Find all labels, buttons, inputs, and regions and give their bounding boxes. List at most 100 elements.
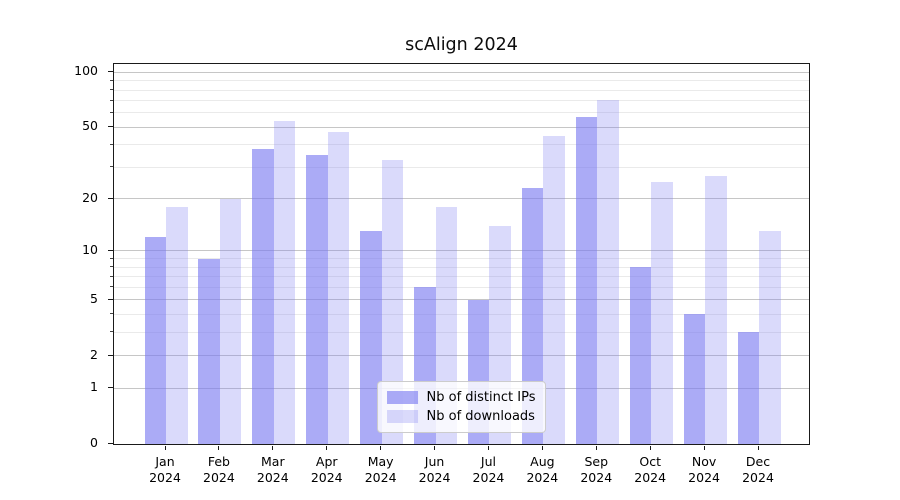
gridline-minor xyxy=(114,276,809,278)
gridline-major xyxy=(114,299,809,301)
bar-distinct-ips-oct xyxy=(629,267,652,444)
y-axis-major-tick xyxy=(108,443,113,444)
bar-distinct-ips-apr xyxy=(306,155,328,444)
x-axis-tick-label: May 2024 xyxy=(364,454,397,485)
gridline-major xyxy=(114,250,809,252)
y-axis-major-tick xyxy=(108,387,113,389)
bar-distinct-ips-dec xyxy=(737,332,759,444)
y-axis-tick-label: 5 xyxy=(90,290,98,306)
legend-entry-distinct-ips: Nb of distinct IPs xyxy=(386,388,536,407)
y-axis-major-tick xyxy=(108,249,113,251)
y-axis-minor-tick xyxy=(110,257,113,259)
y-axis-tick-label: 0 xyxy=(90,435,98,450)
gridline-minor xyxy=(114,286,809,288)
gridline-minor xyxy=(114,80,809,82)
x-axis: Jan 2024 Feb 2024 Mar 2024 Apr 2024 May 2024 Jun 20… xyxy=(113,445,810,495)
gridline-major xyxy=(114,71,809,73)
gridline-minor xyxy=(114,166,809,168)
legend-label-distinct-ips: Nb of distinct IPs xyxy=(426,390,536,405)
bar-downloads-nov xyxy=(705,175,727,444)
legend-label-downloads: Nb of downloads xyxy=(426,409,535,424)
bar-downloads-apr xyxy=(327,132,350,444)
legend-entry-downloads: Nb of downloads xyxy=(386,407,536,426)
gridline-minor xyxy=(114,266,809,268)
y-axis-tick-label: 50 xyxy=(82,118,98,134)
y-axis-minor-tick xyxy=(110,266,113,268)
y-axis-tick-label: 10 xyxy=(82,241,98,257)
x-axis-tick xyxy=(595,446,597,450)
gridline-minor xyxy=(114,144,809,146)
bar-downloads-feb xyxy=(219,198,242,444)
gridlines-layer xyxy=(114,64,809,444)
gridline-minor xyxy=(114,112,809,114)
x-axis-tick-label: Apr 2024 xyxy=(310,454,343,485)
bar-downloads-aug xyxy=(543,135,565,444)
y-axis-minor-tick xyxy=(110,286,113,288)
x-axis-tick xyxy=(487,446,489,450)
y-axis-minor-tick xyxy=(110,99,113,101)
x-axis-tick xyxy=(434,446,436,450)
y-axis-major-tick xyxy=(108,298,113,300)
gridline-minor xyxy=(114,258,809,260)
y-axis-minor-tick xyxy=(110,275,113,277)
legend-swatch-downloads xyxy=(386,410,418,423)
x-axis-tick-label: Jun 2024 xyxy=(418,454,451,485)
x-axis-tick xyxy=(649,446,651,450)
y-axis-tick-label: 2 xyxy=(90,346,98,362)
y-axis-tick-label: 20 xyxy=(82,189,98,205)
bar-distinct-ips-may xyxy=(360,231,382,444)
y-axis-minor-tick xyxy=(110,111,113,113)
x-axis-tick-label: Aug 2024 xyxy=(526,454,559,485)
y-axis-minor-tick xyxy=(110,331,113,333)
y-axis-minor-tick xyxy=(110,89,113,91)
y-axis-minor-tick xyxy=(110,313,113,315)
x-axis-tick xyxy=(218,446,220,450)
gridline-major xyxy=(114,355,809,357)
x-axis-tick xyxy=(380,446,382,450)
y-axis-major-tick xyxy=(108,126,113,128)
plot-area: Nb of distinct IPs Nb of downloads xyxy=(113,63,810,445)
x-axis-tick-label: Nov 2024 xyxy=(688,454,720,485)
x-axis-tick-label: Mar 2024 xyxy=(256,454,289,485)
y-axis-tick-label: 1 xyxy=(90,379,98,395)
gridline-minor xyxy=(114,313,809,315)
y-axis-major-tick xyxy=(108,71,113,73)
x-axis-tick xyxy=(541,446,543,450)
bar-distinct-ips-nov xyxy=(683,314,706,444)
legend-swatch-distinct-ips xyxy=(386,391,418,404)
bar-downloads-sep xyxy=(597,99,619,444)
chart-title: scAlign 2024 xyxy=(405,35,518,55)
gridline-minor xyxy=(114,331,809,333)
bar-downloads-may xyxy=(381,160,404,444)
y-axis-minor-tick xyxy=(110,166,113,168)
bar-downloads-oct xyxy=(651,181,673,444)
y-axis-minor-tick xyxy=(110,143,113,145)
x-axis-tick xyxy=(272,446,274,450)
bar-downloads-mar xyxy=(273,121,296,444)
x-axis-tick xyxy=(757,446,759,450)
x-axis-tick-label: Jul 2024 xyxy=(472,454,505,485)
gridline-major xyxy=(114,126,809,128)
y-axis-major-tick xyxy=(108,354,113,356)
x-axis-tick-label: Oct 2024 xyxy=(634,454,667,485)
x-axis-tick xyxy=(703,446,705,450)
bar-distinct-ips-aug xyxy=(521,188,544,444)
y-axis-tick-label: 100 xyxy=(74,63,98,79)
bar-downloads-dec xyxy=(759,231,781,444)
x-axis-tick-label: Feb 2024 xyxy=(203,454,235,485)
x-axis-tick xyxy=(164,446,166,450)
bar-distinct-ips-jan xyxy=(144,237,166,444)
y-axis-minor-tick xyxy=(110,79,113,81)
gridline-major xyxy=(114,198,809,200)
bar-distinct-ips-mar xyxy=(252,148,274,444)
y-axis: 0 1 2 5 10 20 50 100 xyxy=(0,63,113,450)
x-axis-tick-label: Dec 2024 xyxy=(742,454,774,485)
gridline-minor xyxy=(114,89,809,91)
x-axis-tick-label: Jan 2024 xyxy=(149,454,181,485)
gridline-minor xyxy=(114,100,809,102)
y-axis-major-tick xyxy=(108,197,113,199)
x-axis-tick-label: Sep 2024 xyxy=(580,454,613,485)
bar-distinct-ips-feb xyxy=(198,258,220,444)
x-axis-tick xyxy=(326,446,328,450)
